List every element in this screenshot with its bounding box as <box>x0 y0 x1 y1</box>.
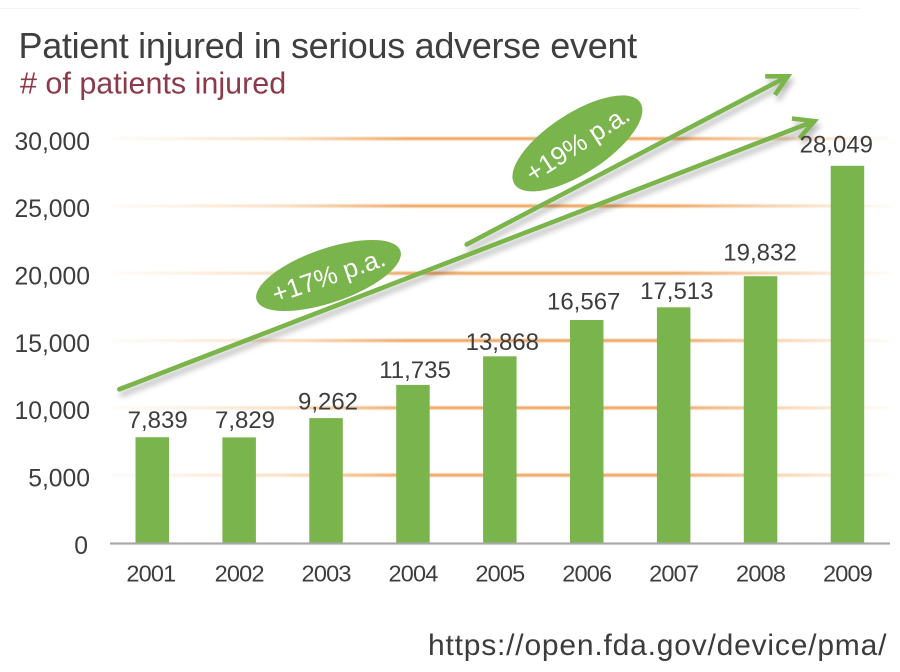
svg-text:19,832: 19,832 <box>723 239 796 266</box>
svg-text:10,000: 10,000 <box>14 398 90 425</box>
svg-text:30,000: 30,000 <box>14 129 90 156</box>
svg-text:13,868: 13,868 <box>466 329 539 356</box>
svg-text:2007: 2007 <box>649 561 698 587</box>
svg-text:0: 0 <box>74 533 88 560</box>
svg-text:2006: 2006 <box>562 561 612 587</box>
svg-text:2005: 2005 <box>475 561 525 587</box>
svg-text:5,000: 5,000 <box>28 465 90 492</box>
svg-text:2003: 2003 <box>302 561 352 587</box>
svg-text:16,567: 16,567 <box>547 288 620 315</box>
svg-text:11,735: 11,735 <box>379 357 451 384</box>
svg-text:17,513: 17,513 <box>640 278 713 305</box>
svg-text:2001: 2001 <box>126 561 175 587</box>
svg-text:2008: 2008 <box>736 561 786 587</box>
svg-text:Patient injured in serious adv: Patient injured in serious adverse event <box>19 25 638 66</box>
svg-text:2002: 2002 <box>215 561 264 587</box>
svg-text:# of patients injured: # of patients injured <box>20 67 286 101</box>
svg-text:15,000: 15,000 <box>14 331 90 358</box>
svg-text:25,000: 25,000 <box>14 196 90 223</box>
svg-text:7,829: 7,829 <box>215 407 275 434</box>
svg-text:https://open.fda.gov/device/pm: https://open.fda.gov/device/pma/ <box>428 629 887 662</box>
svg-text:7,839: 7,839 <box>128 407 188 434</box>
svg-text:20,000: 20,000 <box>14 264 90 291</box>
svg-text:2004: 2004 <box>388 561 438 587</box>
svg-text:28,049: 28,049 <box>800 131 873 158</box>
svg-text:9,262: 9,262 <box>298 389 358 416</box>
svg-text:2009: 2009 <box>823 561 872 587</box>
